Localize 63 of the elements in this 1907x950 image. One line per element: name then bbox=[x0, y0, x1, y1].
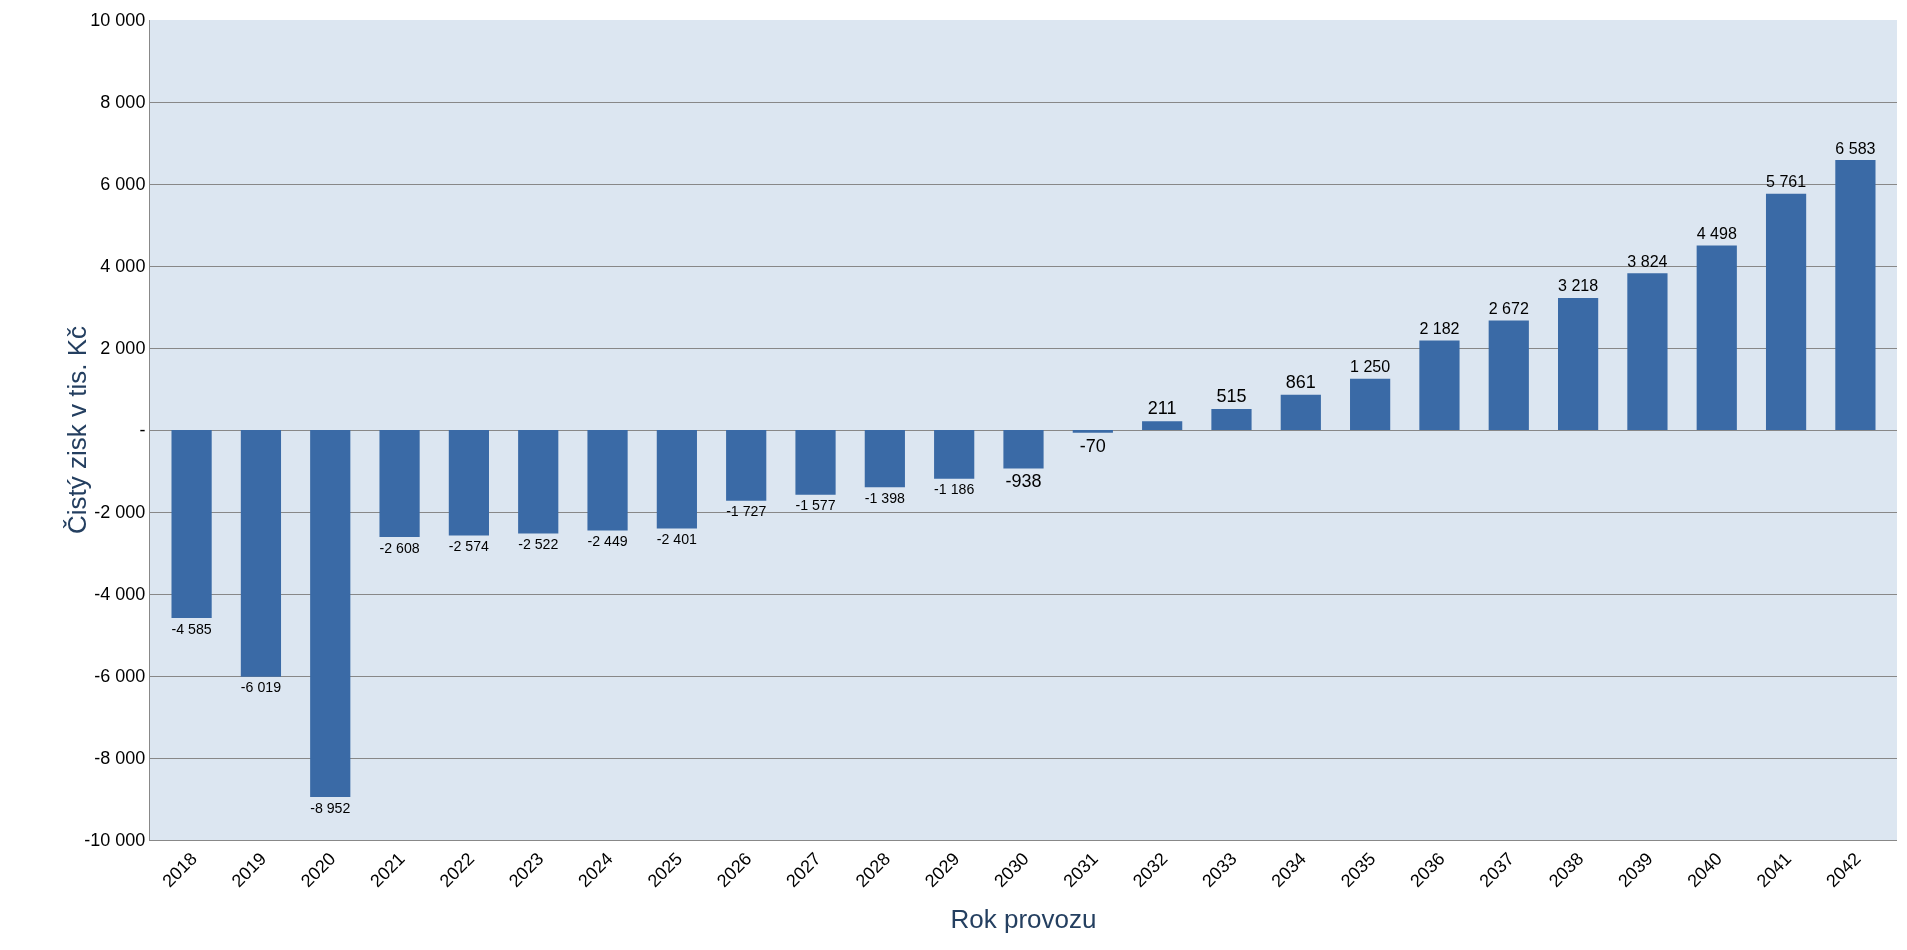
data-label: -70 bbox=[1079, 435, 1106, 456]
bar bbox=[864, 430, 905, 488]
data-label: 2 182 bbox=[1419, 318, 1460, 337]
bar bbox=[1696, 245, 1737, 430]
y-tick-label: 8 000 bbox=[100, 92, 146, 113]
bar bbox=[448, 430, 489, 536]
data-label: 515 bbox=[1216, 385, 1247, 406]
bar bbox=[934, 430, 975, 479]
bar bbox=[1627, 273, 1668, 430]
bar bbox=[1003, 430, 1044, 469]
data-label: -6 019 bbox=[240, 679, 282, 696]
bar bbox=[171, 430, 212, 618]
data-label: 3 218 bbox=[1558, 276, 1599, 295]
bar bbox=[1142, 421, 1183, 430]
x-axis-title: Rok provozu bbox=[950, 904, 1097, 934]
bar bbox=[310, 430, 351, 798]
data-label: -2 522 bbox=[518, 536, 559, 552]
data-label: 6 583 bbox=[1835, 138, 1876, 157]
bar bbox=[795, 430, 836, 495]
y-tick-label: 4 000 bbox=[100, 256, 146, 277]
bar bbox=[656, 430, 697, 529]
data-label: -8 952 bbox=[310, 799, 351, 816]
y-tick-label: -8 000 bbox=[94, 748, 146, 769]
bar bbox=[518, 430, 559, 534]
data-label: 1 250 bbox=[1350, 357, 1391, 376]
bar bbox=[1072, 430, 1113, 433]
bar bbox=[1350, 378, 1391, 430]
bar bbox=[1211, 408, 1252, 430]
data-label: -2 608 bbox=[379, 539, 420, 556]
bar bbox=[1765, 193, 1807, 430]
y-tick-label: -2 000 bbox=[94, 502, 146, 523]
data-label: 861 bbox=[1285, 371, 1316, 392]
y-tick-label: - bbox=[139, 420, 146, 441]
y-tick-label: -6 000 bbox=[94, 666, 146, 687]
bar bbox=[1835, 160, 1876, 430]
bar bbox=[240, 430, 282, 677]
data-label: -1 577 bbox=[795, 497, 836, 514]
data-label: -2 574 bbox=[448, 538, 490, 555]
y-axis-title: Čistý zisk v tis. Kč bbox=[62, 325, 93, 535]
data-label: -1 727 bbox=[726, 503, 767, 520]
bar bbox=[587, 430, 628, 531]
data-label: -2 401 bbox=[656, 531, 698, 548]
bar bbox=[1419, 340, 1460, 430]
y-tick-label: 6 000 bbox=[100, 174, 146, 195]
data-label: 211 bbox=[1147, 398, 1177, 419]
data-label: -4 585 bbox=[171, 620, 212, 637]
y-tick-label: 10 000 bbox=[90, 10, 146, 31]
data-label: -1 186 bbox=[934, 481, 975, 498]
data-label: 3 824 bbox=[1627, 251, 1668, 270]
y-tick-label: -10 000 bbox=[84, 830, 146, 851]
bar bbox=[1558, 298, 1599, 430]
data-label: -938 bbox=[1005, 471, 1042, 492]
y-tick-label: -4 000 bbox=[94, 584, 146, 605]
bar bbox=[379, 430, 420, 537]
bar bbox=[726, 430, 767, 501]
data-label: 4 498 bbox=[1696, 224, 1737, 243]
data-label: -2 449 bbox=[587, 533, 628, 550]
bar bbox=[1280, 394, 1321, 430]
y-tick-label: 2 000 bbox=[100, 338, 146, 359]
data-label: -1 398 bbox=[864, 489, 906, 506]
data-label: 2 672 bbox=[1488, 298, 1529, 317]
data-label: 5 761 bbox=[1765, 172, 1807, 191]
bar bbox=[1488, 320, 1529, 430]
